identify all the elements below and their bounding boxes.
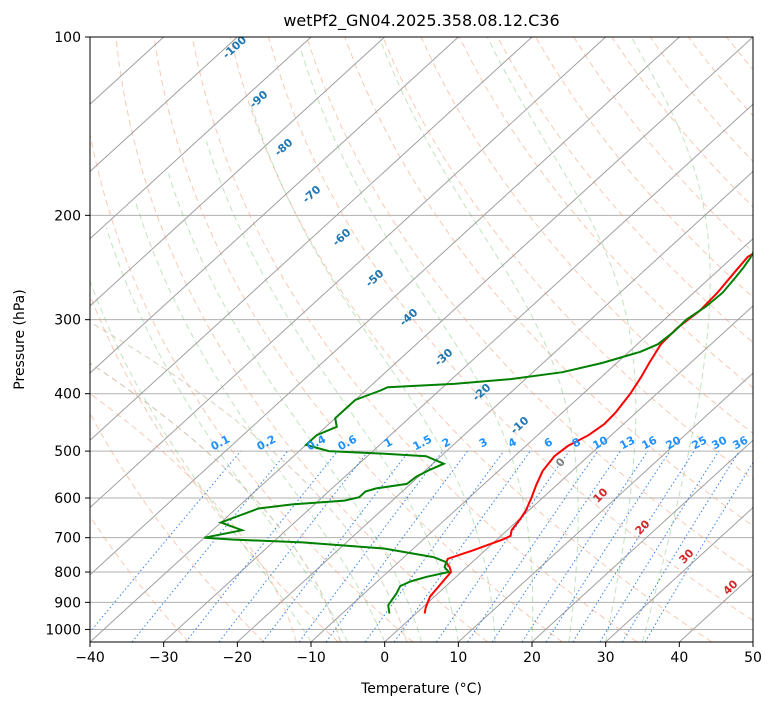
isotherm--90 — [90, 37, 386, 307]
isobar-gridlines — [90, 37, 753, 630]
y-tick-label-600: 600 — [54, 491, 81, 507]
isotherm-20 — [531, 439, 753, 642]
dry-adiabat-0 — [90, 131, 414, 642]
plot-frame — [89, 36, 754, 643]
moist-adiabat-35 — [630, 37, 711, 642]
moist-adiabats — [90, 37, 711, 642]
isotherm--40 — [90, 37, 753, 642]
x-axis-label: Temperature (°C) — [360, 681, 482, 697]
x-tick-label--40: −40 — [75, 650, 105, 666]
y-tick-label-400: 400 — [54, 387, 81, 403]
curved-guide-1 — [90, 362, 342, 642]
mixing-ratio-line-20 — [572, 450, 695, 642]
mixing-ratio-line-6 — [435, 450, 570, 642]
isotherm--20 — [236, 170, 753, 642]
mixing-ratio-line-4 — [393, 450, 531, 642]
moist-adiabat-25 — [378, 37, 579, 642]
mixing-ratio-line-3 — [364, 450, 505, 642]
y-tick-label-200: 200 — [54, 208, 81, 224]
mixing-ratio-label-15: 25 — [690, 434, 710, 453]
mixing-ratio-line-0.1 — [90, 450, 242, 633]
moist-adiabat-15 — [250, 104, 496, 642]
series-line-0 — [423, 252, 753, 614]
x-tick-label-10: 10 — [449, 650, 467, 666]
mixing-ratio-lines — [90, 450, 753, 642]
moist-adiabat-30 — [486, 37, 637, 642]
isotherm-30 — [605, 506, 753, 642]
y-axis-ticks: 100 200 300 400 500 600 700 800 900 1000 — [45, 30, 90, 638]
y-tick-label-500: 500 — [54, 444, 81, 460]
mixing-ratio-line-8 — [467, 450, 599, 642]
mixing-ratio-line-10 — [491, 450, 621, 642]
mixing-ratio-line-1 — [262, 450, 410, 642]
dry-adiabat-60 — [306, 37, 753, 574]
y-tick-label-900: 900 — [54, 595, 81, 611]
isotherm--70 — [90, 37, 533, 442]
x-tick-label--10: −10 — [296, 650, 326, 666]
mixing-ratio-line-0.2 — [131, 450, 288, 642]
dry-adiabat-30 — [191, 37, 638, 642]
sounding-profiles — [204, 250, 753, 614]
x-tick-label-50: 50 — [744, 650, 762, 666]
mixing-ratio-line-0.4 — [185, 450, 338, 642]
isotherm--60 — [90, 37, 607, 509]
isotherm-0 — [384, 305, 753, 642]
y-axis-label: Pressure (hPa) — [12, 289, 28, 389]
isotherm--100 — [90, 37, 312, 240]
dry-adiabat--30 — [90, 515, 190, 642]
x-tick-label-30: 30 — [597, 650, 615, 666]
isotherm--80 — [90, 37, 459, 374]
x-tick-label-20: 20 — [523, 650, 541, 666]
isotherm-10 — [457, 372, 753, 642]
mixing-ratio-line-30 — [621, 450, 740, 642]
mixing-ratio-line-16 — [545, 450, 671, 642]
moist-adiabat-20 — [300, 49, 534, 642]
series-line-1 — [204, 250, 753, 614]
x-tick-label-0: 0 — [380, 650, 389, 666]
y-tick-label-100: 100 — [54, 30, 81, 46]
dry-adiabat--20 — [90, 412, 264, 642]
chart-title: wetPf2_GN04.2025.358.08.12.C36 — [283, 11, 559, 31]
moist-adiabat--5 — [106, 227, 349, 642]
mixing-ratio-label-11: 10 — [591, 433, 611, 452]
mixing-ratio-line-1.5 — [298, 450, 444, 642]
mixing-ratio-label-12: 13 — [618, 434, 638, 453]
dry-adiabat-50 — [268, 37, 753, 622]
dry-adiabat-120 — [535, 37, 753, 298]
x-tick-label--20: −20 — [223, 650, 253, 666]
mixing-ratio-label-16: 30 — [710, 433, 730, 452]
dry-adiabat-10 — [115, 37, 488, 642]
y-tick-label-300: 300 — [54, 313, 81, 329]
skewed-isotherms — [90, 37, 753, 642]
y-tick-label-800: 800 — [54, 565, 81, 581]
curved-guide-0 — [90, 393, 297, 642]
mixing-ratio-label-13: 16 — [640, 433, 660, 452]
moist-adiabat-0 — [135, 201, 386, 642]
moist-adiabat--10 — [90, 279, 312, 642]
mixing-ratio-label-14: 20 — [664, 433, 684, 452]
moist-adiabat-10 — [205, 141, 459, 642]
mixing-ratio-label-17: 36 — [731, 433, 751, 452]
y-tick-label-700: 700 — [54, 531, 81, 547]
isotherm--110 — [90, 37, 238, 173]
y-tick-label-1000: 1000 — [45, 622, 81, 638]
dry-adiabat-110 — [496, 37, 753, 344]
mixing-ratio-line-13 — [521, 450, 649, 642]
isotherm--50 — [90, 37, 680, 576]
moist-adiabat-5 — [167, 173, 422, 642]
isotherm--10 — [310, 237, 753, 642]
x-tick-label--30: −30 — [149, 650, 179, 666]
x-tick-label-40: 40 — [670, 650, 688, 666]
mixing-ratio-line-2 — [325, 450, 468, 642]
dry-adiabat-80 — [382, 37, 753, 481]
x-axis-ticks: −40 −30 −20 −10 0 10 20 30 40 50 — [75, 642, 762, 666]
plot-area: -100-90-80-70-60-50-40-30-20-100.1 0.2 0.4… — [90, 37, 753, 642]
